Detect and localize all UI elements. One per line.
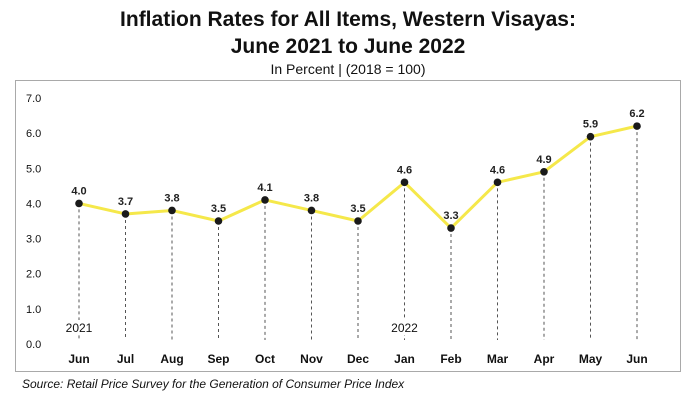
data-point xyxy=(307,206,316,215)
data-label: 3.8 xyxy=(304,192,319,204)
x-tick-label: May xyxy=(579,352,603,366)
x-tick-label: Nov xyxy=(300,352,323,366)
data-label: 6.2 xyxy=(629,108,644,120)
data-point xyxy=(540,168,548,176)
y-tick-label: 6.0 xyxy=(26,128,41,140)
source-note: Source: Retail Price Survey for the Gene… xyxy=(22,377,405,391)
data-point xyxy=(168,206,176,215)
data-label: 4.6 xyxy=(397,164,412,176)
data-point xyxy=(261,196,269,204)
data-label: 5.9 xyxy=(583,119,598,131)
y-tick-label: 2.0 xyxy=(26,269,41,281)
x-tick-label: Jan xyxy=(394,352,415,366)
data-label: 3.7 xyxy=(118,196,133,208)
data-point xyxy=(214,217,223,225)
data-point xyxy=(493,178,502,187)
x-tick-label: Sep xyxy=(207,352,229,366)
x-tick-label: Feb xyxy=(440,352,461,366)
data-label: 3.3 xyxy=(443,210,458,222)
y-tick-label: 0.0 xyxy=(26,339,41,351)
y-tick-label: 1.0 xyxy=(26,304,41,316)
chart-title-line-1: Inflation Rates for All Items, Western V… xyxy=(120,8,576,31)
y-tick-label: 7.0 xyxy=(26,93,41,105)
chart-frame: 0.0 1.0 2.0 3.0 4.0 5.0 6.0 7.0 2021 2022 4.0 3.7 3.… xyxy=(15,80,681,372)
data-point xyxy=(121,210,130,218)
x-tick-label: Aug xyxy=(160,352,183,366)
data-label: 4.1 xyxy=(257,182,272,194)
data-label: 4.9 xyxy=(536,154,551,166)
data-label: 3.8 xyxy=(164,192,179,204)
year-label-bg xyxy=(386,320,423,335)
x-tick-label: Jun xyxy=(626,352,647,366)
year-label: 2022 xyxy=(391,321,418,335)
inflation-line-chart: 0.0 1.0 2.0 3.0 4.0 5.0 6.0 7.0 2021 2022 4.0 3.7 3.… xyxy=(26,93,648,366)
data-label: 4.6 xyxy=(490,164,505,176)
data-point xyxy=(75,199,83,208)
data-label: 4.0 xyxy=(71,185,86,197)
x-tick-label: Jul xyxy=(117,352,134,366)
data-label: 3.5 xyxy=(350,203,365,215)
year-label: 2021 xyxy=(66,321,93,335)
x-tick-label: Dec xyxy=(347,352,369,366)
x-tick-label: Oct xyxy=(255,352,275,366)
data-point xyxy=(447,224,455,232)
year-label-bg xyxy=(61,320,97,335)
data-point xyxy=(400,178,409,187)
chart-subtitle: In Percent | (2018 = 100) xyxy=(270,61,426,77)
data-point xyxy=(354,217,362,225)
data-label: 3.5 xyxy=(211,203,226,215)
data-point xyxy=(633,122,641,130)
x-tick-label: Mar xyxy=(487,352,509,366)
x-tick-label: Apr xyxy=(534,352,555,366)
y-tick-label: 5.0 xyxy=(26,163,41,175)
chart-title-line-2: June 2021 to June 2022 xyxy=(230,35,466,58)
y-tick-label: 4.0 xyxy=(26,198,41,210)
y-tick-label: 3.0 xyxy=(26,234,41,246)
data-point xyxy=(586,132,595,141)
x-tick-label: Jun xyxy=(68,352,89,366)
